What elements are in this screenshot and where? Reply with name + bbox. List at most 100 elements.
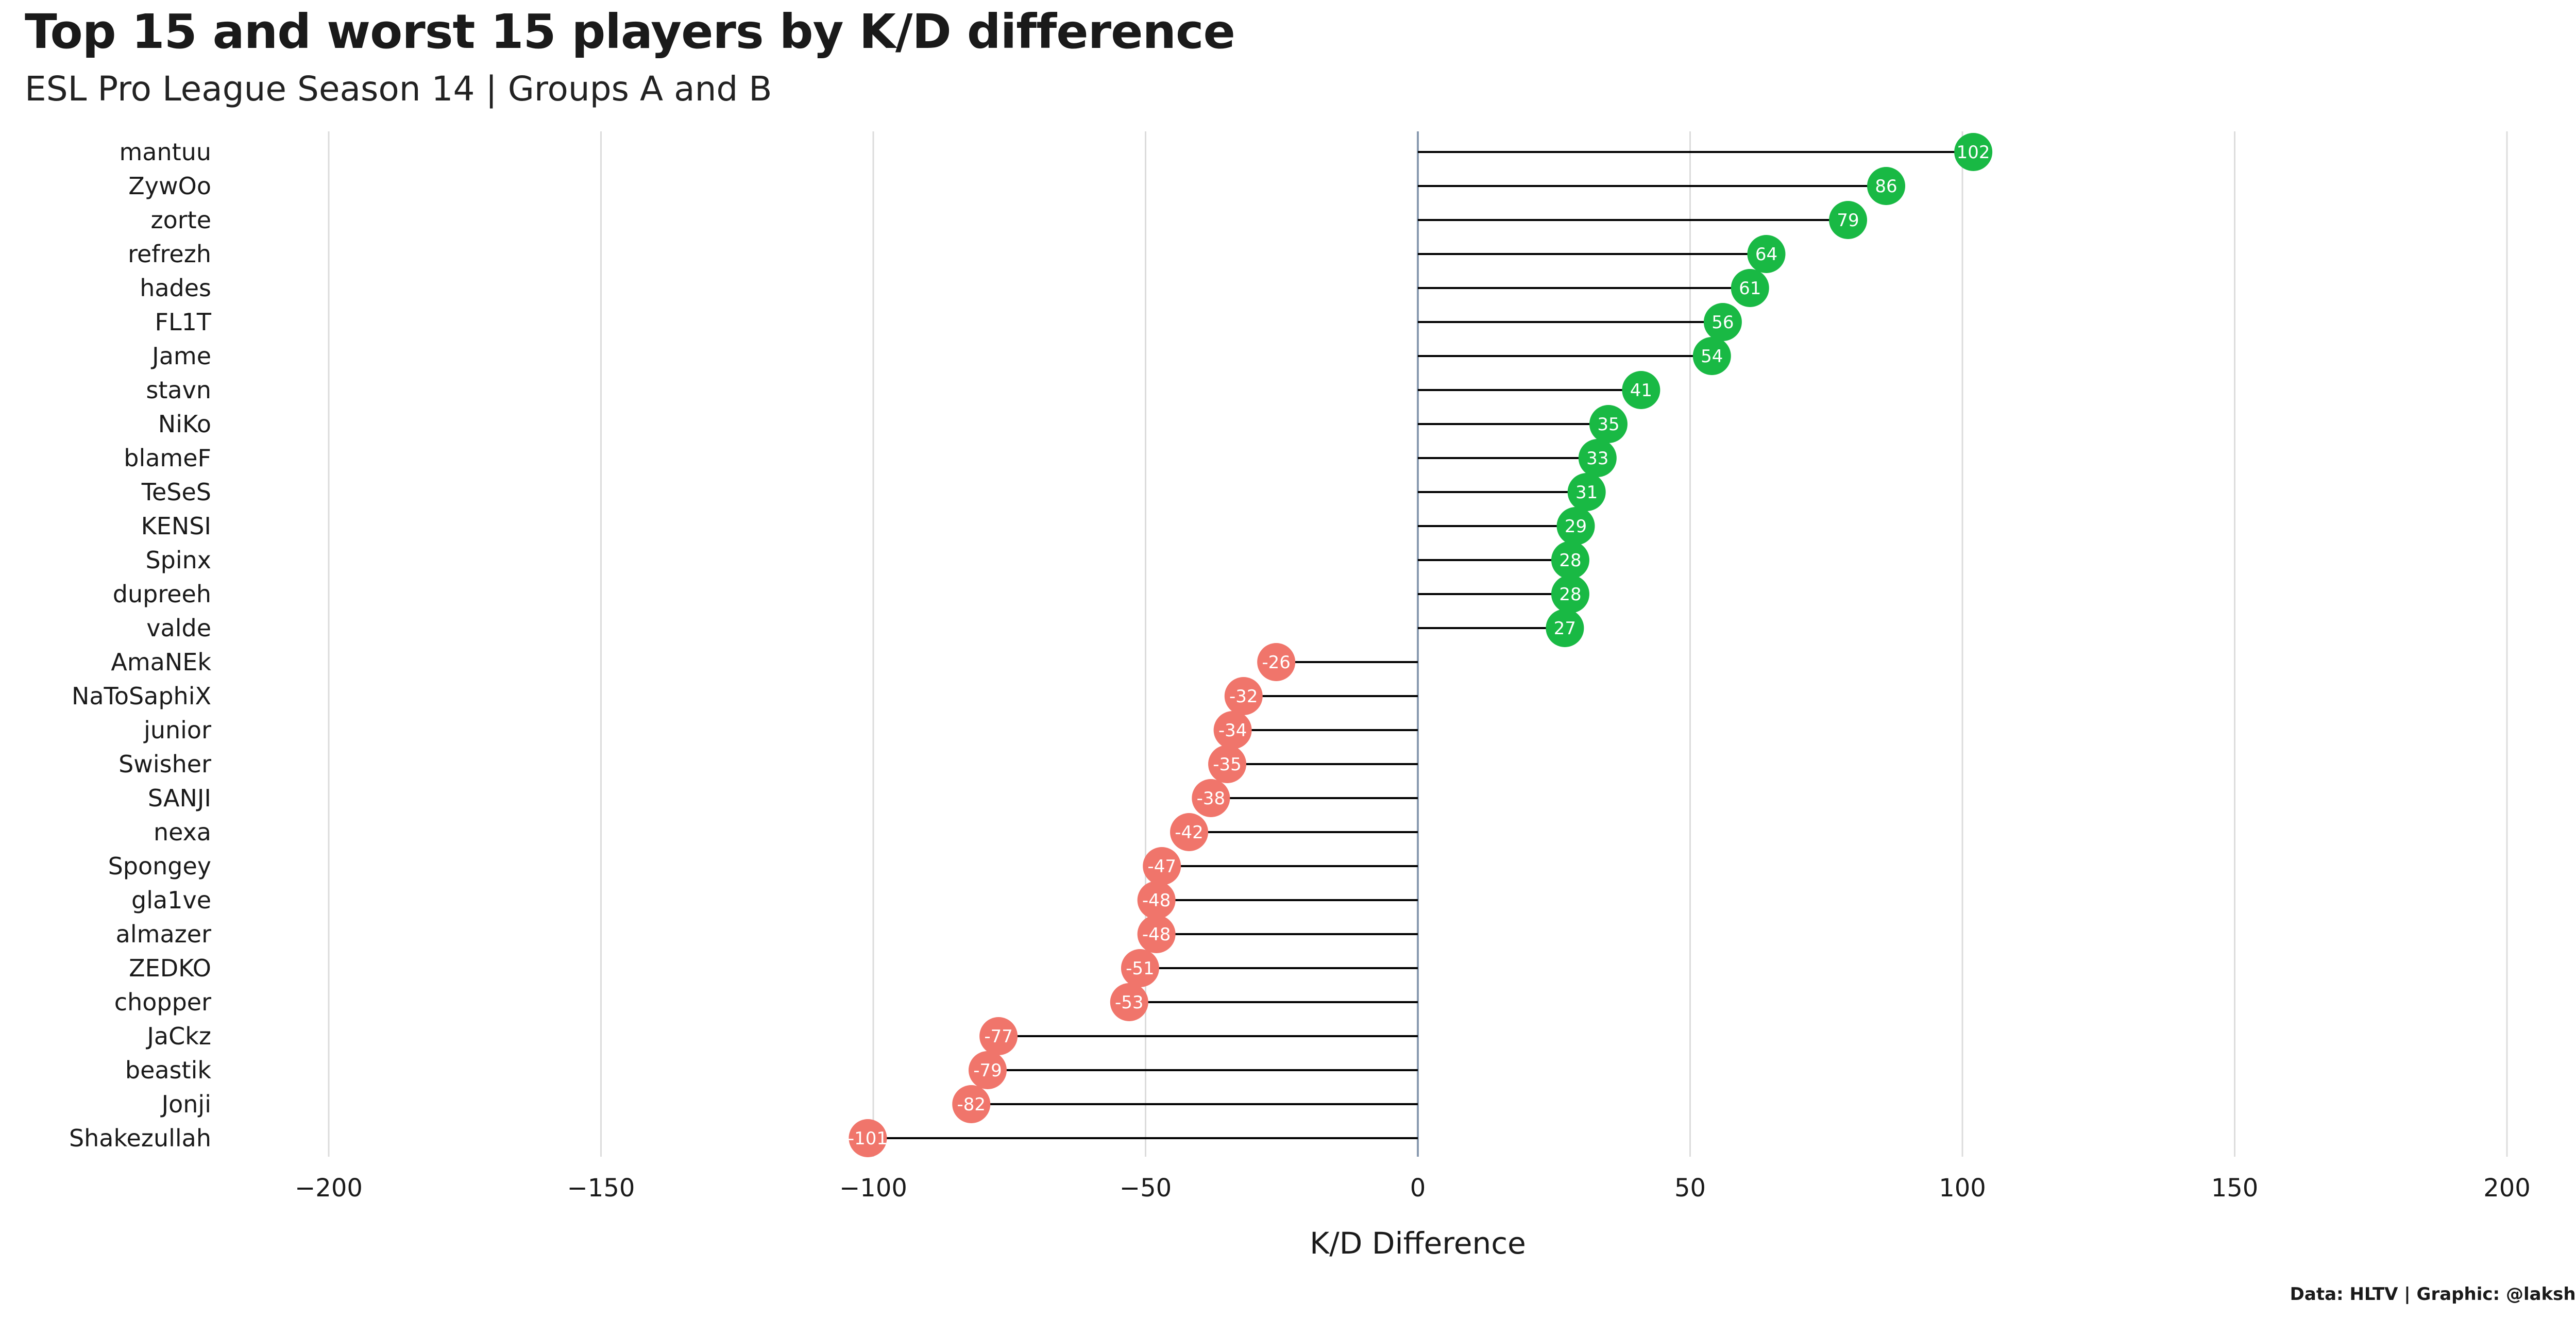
lollipop-dot <box>1551 575 1589 613</box>
x-tick-label: −100 <box>839 1174 907 1203</box>
x-tick-label: 50 <box>1674 1174 1706 1203</box>
player-label: almazer <box>116 920 211 948</box>
player-label: Swisher <box>118 750 211 778</box>
x-tick-label: −50 <box>1120 1174 1172 1203</box>
value-label: -48 <box>1142 924 1171 945</box>
lollipop-dot <box>1556 507 1595 545</box>
player-label: JaCkz <box>145 1022 211 1050</box>
player-label: Shakezullah <box>69 1124 211 1152</box>
value-label: 31 <box>1575 482 1598 503</box>
lollipop-dot <box>1143 847 1181 885</box>
player-label: beastik <box>125 1056 211 1084</box>
player-label: TeSeS <box>141 478 211 506</box>
value-label: 54 <box>1701 346 1723 367</box>
lollipop-dot <box>1213 711 1252 749</box>
player-label: Spongey <box>108 852 211 880</box>
lollipop-dot <box>1692 337 1731 375</box>
x-axis-ticks: −200 −150 −100 −50 0 50 100 150 200 <box>295 1174 2531 1203</box>
lollipop-dot <box>1192 779 1230 817</box>
chart-subtitle: ESL Pro League Season 14 | Groups A and … <box>25 69 772 109</box>
value-label: -38 <box>1197 788 1226 809</box>
lollipop-dot <box>1546 609 1584 647</box>
value-label: -79 <box>973 1060 1002 1081</box>
value-label: -77 <box>984 1026 1013 1047</box>
value-label: 33 <box>1586 448 1608 469</box>
lollipop-dot <box>968 1051 1007 1089</box>
value-label: 35 <box>1597 414 1619 435</box>
lollipop-dot <box>1137 915 1176 953</box>
lollipop-dot <box>1110 983 1148 1021</box>
value-label: 28 <box>1559 584 1581 605</box>
lollipop-dot <box>1954 133 1993 171</box>
lollipop-dot <box>1551 541 1589 579</box>
player-label: Jonji <box>160 1090 211 1118</box>
value-label: 102 <box>1957 142 1990 163</box>
x-tick-label: 100 <box>1939 1174 1986 1203</box>
value-label: -34 <box>1218 720 1247 741</box>
lollipop-dot <box>1567 473 1606 511</box>
value-label: -101 <box>848 1128 888 1149</box>
lollipop-dot <box>1578 439 1617 477</box>
value-label: -82 <box>957 1094 986 1115</box>
player-label: Jame <box>150 342 211 370</box>
x-tick-label: 150 <box>2211 1174 2259 1203</box>
value-label: 79 <box>1837 210 1859 231</box>
player-label: Spinx <box>145 546 211 574</box>
chart-title: Top 15 and worst 15 players by K/D diffe… <box>25 4 1235 59</box>
value-label: 56 <box>1711 312 1734 333</box>
value-label: -47 <box>1147 856 1176 877</box>
value-label: -51 <box>1126 958 1155 979</box>
x-tick-label: −200 <box>295 1174 363 1203</box>
stems <box>868 151 1974 1139</box>
value-label: 86 <box>1875 176 1897 197</box>
value-label: -48 <box>1142 890 1171 911</box>
value-label: -42 <box>1175 822 1204 843</box>
x-tick-label: −150 <box>567 1174 635 1203</box>
player-label: hades <box>140 274 211 302</box>
lollipop-dot <box>1589 405 1628 443</box>
player-label: ZEDKO <box>129 954 211 982</box>
lollipop-dot <box>1703 303 1742 341</box>
player-label: SANJI <box>148 784 211 812</box>
value-label: -35 <box>1213 754 1242 775</box>
player-label: FL1T <box>155 308 212 336</box>
player-label: stavn <box>146 376 211 404</box>
player-label: NaToSaphiX <box>72 682 211 710</box>
lollipop-dot <box>979 1017 1018 1055</box>
player-label: junior <box>143 716 211 744</box>
value-label: 29 <box>1565 516 1587 537</box>
value-label: -32 <box>1229 686 1258 707</box>
lollipop-dot <box>849 1119 887 1157</box>
lollipop-dot <box>1257 643 1296 681</box>
lollipop-dot <box>1731 269 1769 307</box>
player-label: ZywOo <box>128 172 211 200</box>
lollipop-dot <box>1867 167 1906 205</box>
lollipop-dot <box>1170 813 1209 851</box>
lollipop-dot <box>1747 235 1786 273</box>
x-tick-label: 0 <box>1410 1174 1426 1203</box>
lollipop-dot <box>1224 677 1263 715</box>
lollipop-dot <box>952 1085 991 1123</box>
player-label: mantuu <box>120 138 212 166</box>
x-axis-title: K/D Difference <box>1310 1226 1526 1261</box>
lollipop-dot <box>1137 881 1176 919</box>
value-label: 41 <box>1630 380 1652 401</box>
player-label: blameF <box>124 444 211 472</box>
value-label: 28 <box>1559 550 1581 571</box>
player-label: chopper <box>114 988 211 1016</box>
player-label: KENSI <box>141 512 211 540</box>
player-label: gla1ve <box>131 886 211 914</box>
player-label: refrezh <box>128 240 211 268</box>
lollipop-dot <box>1208 745 1247 783</box>
value-label: 64 <box>1755 244 1777 265</box>
player-label: NiKo <box>158 410 211 438</box>
player-label: AmaNEk <box>111 648 211 676</box>
player-label: zorte <box>150 206 211 234</box>
player-labels: mantuu ZywOo zorte refrezh hades FL1T Jame stav… <box>69 138 212 1152</box>
player-label: valde <box>146 614 211 642</box>
x-tick-label: 200 <box>2483 1174 2531 1203</box>
lollipop-dot <box>1622 371 1660 409</box>
lollipop-dot <box>1829 201 1868 239</box>
